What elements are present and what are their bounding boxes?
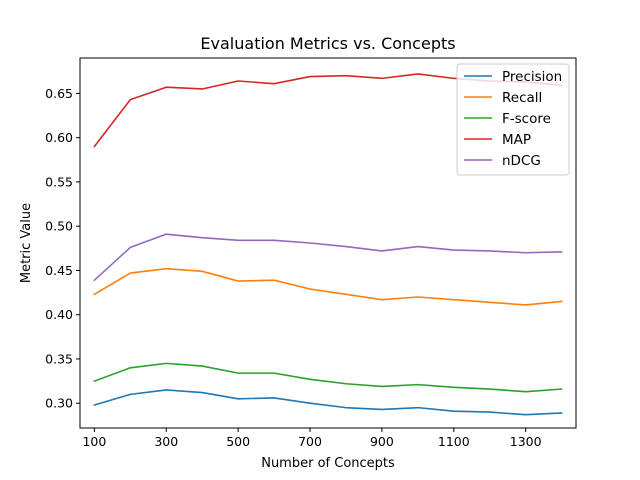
x-tick-label: 100 <box>82 434 106 449</box>
series-line-f-score <box>93 362 563 393</box>
y-tick-label: 0.65 <box>45 86 73 101</box>
y-tick-label: 0.35 <box>45 351 73 366</box>
y-axis-label: Metric Value <box>19 203 34 283</box>
series-line-precision <box>93 389 563 416</box>
legend-label-f-score: F-score <box>502 111 551 127</box>
legend-label-recall: Recall <box>502 90 542 106</box>
y-tick-label: 0.45 <box>45 263 73 278</box>
x-tick-label: 700 <box>298 434 322 449</box>
x-tick-label: 900 <box>370 434 394 449</box>
x-axis-label: Number of Concepts <box>261 456 395 471</box>
y-axis-ticks: 0.30 0.35 0.40 0.45 0.50 0.55 0.60 0.65 <box>45 86 80 411</box>
y-tick-label: 0.50 <box>45 219 73 234</box>
x-tick-label: 1300 <box>510 434 542 449</box>
x-tick-label: 500 <box>226 434 250 449</box>
legend: Precision Recall F-score MAP nDCG <box>456 63 570 176</box>
x-tick-label: 1100 <box>438 434 470 449</box>
y-tick-label: 0.55 <box>45 174 73 189</box>
legend-box <box>456 63 570 176</box>
series-line-ndcg <box>93 233 563 282</box>
y-tick-label: 0.30 <box>45 396 73 411</box>
series-line-recall <box>93 267 563 306</box>
plot-frame <box>79 57 577 429</box>
y-tick-label: 0.60 <box>45 130 73 145</box>
chart-title: Evaluation Metrics vs. Concepts <box>200 34 455 53</box>
x-axis-ticks: 100 300 500 700 900 1100 1300 <box>82 428 542 449</box>
y-tick-label: 0.40 <box>45 307 73 322</box>
legend-label-precision: Precision <box>502 69 562 85</box>
legend-label-ndcg: nDCG <box>502 153 541 169</box>
legend-label-map: MAP <box>502 132 531 148</box>
x-tick-label: 300 <box>154 434 178 449</box>
